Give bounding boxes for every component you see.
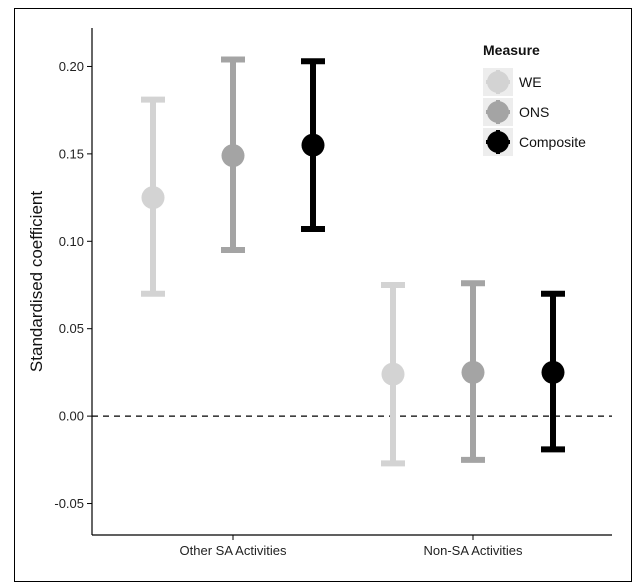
y-tick-label: 0.20 [59,59,84,74]
legend-item-we: WE [483,68,542,96]
point-we-non-sa-activities [381,281,405,467]
legend-label: WE [519,74,542,90]
legend-item-composite: Composite [483,128,586,156]
legend-label: Composite [519,134,586,150]
x-tick-label-non-sa-activities: Non-SA Activities [424,543,523,558]
legend-key-point [487,101,509,123]
y-axis-title: Standardised coefficient [27,191,46,372]
legend-key-point [487,71,509,93]
point-composite-non-sa-activities [541,290,565,453]
point-composite-other-sa-activities [301,58,325,233]
estimate-point [461,360,485,384]
plot-marks [141,56,565,467]
legend-title: Measure [483,42,540,58]
estimate-point [301,133,325,157]
y-tick-label: -0.05 [54,496,84,511]
estimate-point [381,362,405,386]
y-tick-label: 0.05 [59,321,84,336]
legend: Measure WE ONS Composite [483,42,586,156]
estimate-point [141,186,165,210]
y-tick-label: 0.10 [59,234,84,249]
legend-label: ONS [519,104,549,120]
y-tick-label: 0.15 [59,146,84,161]
y-tick-label: 0.00 [59,409,84,424]
figure-border [14,8,632,582]
estimate-point [541,360,565,384]
point-ons-other-sa-activities [221,56,245,254]
estimate-point [221,144,245,168]
legend-item-ons: ONS [483,98,549,126]
legend-key-point [487,131,509,153]
point-we-other-sa-activities [141,96,165,297]
point-ons-non-sa-activities [461,280,485,463]
x-tick-label-other-sa-activities: Other SA Activities [180,543,287,558]
axes: -0.05 0.00 0.05 0.10 0.15 0.20 Other SA Activi… [27,28,612,558]
